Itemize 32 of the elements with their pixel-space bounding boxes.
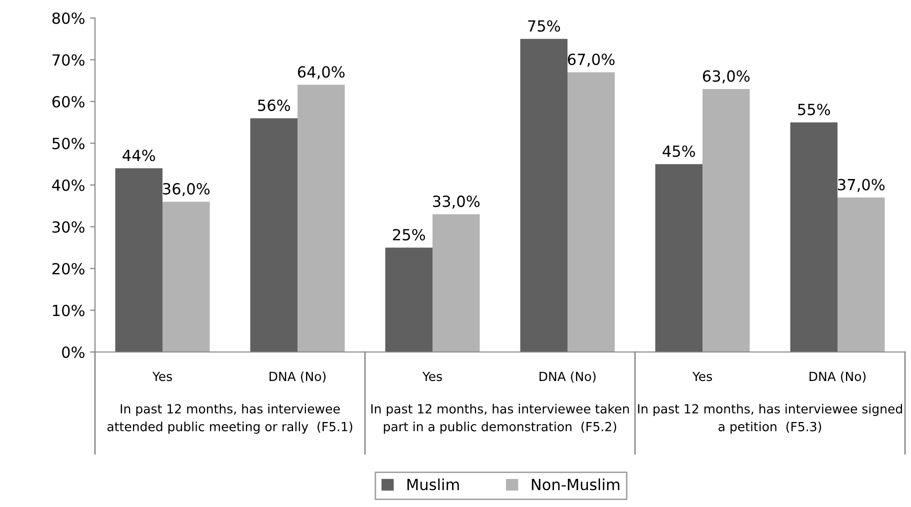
text: In past 12 months, has interviewee signed a petition (F5.3)	[638, 404, 902, 434]
data-label: 67,0%	[568, 54, 615, 67]
data-label: 55%	[798, 104, 830, 116]
legend-label: Muslim	[407, 478, 459, 490]
y-tick-label: 30%	[52, 221, 84, 233]
text: In past 12 months, has interviewee taken part in a public demonstration (F5.2)	[371, 404, 629, 434]
legend-label: Non-Muslim	[532, 478, 620, 490]
y-tick-label: 20%	[52, 262, 84, 275]
x-tick-label: Yes	[422, 372, 442, 382]
data-label: 56%	[258, 100, 290, 112]
y-tick-label: 10%	[53, 304, 84, 316]
data-label: 36,0%	[163, 183, 210, 196]
x-tick-label: Yes	[692, 372, 712, 382]
text: In past 12 months, has interviewee attended public meeting or rally (F5.1)	[107, 404, 352, 434]
data-label: 64,0%	[298, 66, 345, 80]
x-tick-label: DNA (No)	[270, 371, 326, 383]
x-tick-label: DNA (No)	[540, 371, 596, 383]
data-label: 45%	[662, 145, 696, 157]
data-label: 25%	[393, 228, 426, 240]
y-tick-label: 60%	[52, 96, 84, 108]
data-label: 75%	[528, 20, 560, 32]
y-tick-label: 70%	[52, 54, 84, 66]
data-label: 44%	[122, 150, 156, 162]
y-tick-label: 50%	[52, 138, 84, 150]
x-tick-label: Yes	[152, 372, 172, 382]
y-tick-label: 0%	[62, 346, 84, 358]
data-label: 33,0%	[433, 196, 480, 209]
y-tick-label: 80%	[52, 12, 84, 24]
data-label: 63,0%	[702, 70, 750, 84]
y-tick-label: 40%	[52, 179, 84, 192]
x-tick-label: DNA (No)	[810, 371, 866, 383]
data-label: 37,0%	[838, 178, 885, 192]
